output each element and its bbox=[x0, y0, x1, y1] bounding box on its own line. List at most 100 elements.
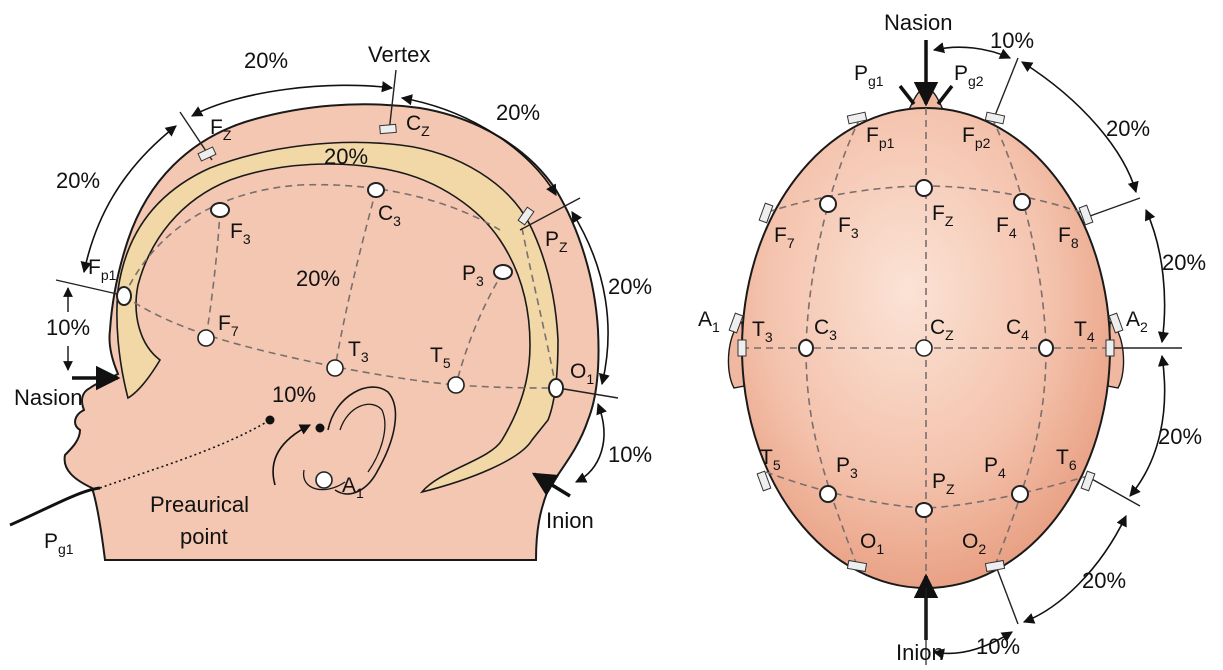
side-inion-arrow bbox=[531, 472, 571, 498]
top-pad-o2 bbox=[984, 559, 1006, 573]
side-head-silhouette bbox=[63, 103, 600, 561]
top-electrode-f3 bbox=[819, 195, 837, 213]
top-pct-right-low: 20% bbox=[1158, 424, 1202, 449]
side-pad-fz bbox=[197, 146, 217, 162]
side-guide-f bbox=[205, 209, 221, 339]
side-tick-fp1 bbox=[55, 279, 127, 297]
side-arc-top-front bbox=[191, 81, 394, 117]
top-electrode-cz bbox=[915, 339, 933, 357]
side-lbl-p3: P3 bbox=[462, 262, 484, 289]
side-preaurical-dot bbox=[315, 423, 325, 433]
top-arc-right-mid bbox=[1145, 208, 1169, 344]
top-lbl-t4: T4 bbox=[1074, 318, 1095, 345]
side-electrode-p3 bbox=[493, 264, 513, 280]
top-pad-f7 bbox=[758, 202, 774, 224]
side-electrode-c3 bbox=[367, 182, 385, 198]
side-ear-lobe bbox=[303, 469, 346, 491]
side-arc-back bbox=[571, 211, 610, 386]
side-electrode-a1 bbox=[315, 471, 333, 489]
side-pct-front-left: 20% bbox=[56, 168, 100, 193]
side-label-preaurical: Preaurical bbox=[150, 492, 249, 517]
top-pct-bottom-20: 20% bbox=[1082, 568, 1126, 593]
side-preaurical-arrow bbox=[272, 424, 312, 486]
side-pct-ear-10: 10% bbox=[272, 382, 316, 407]
side-label-point: point bbox=[180, 524, 228, 549]
top-pad-fp2 bbox=[984, 111, 1006, 125]
top-electrode-pz bbox=[915, 502, 933, 518]
side-electrode-f3 bbox=[210, 202, 230, 218]
side-pct-nasion-10: 10% bbox=[46, 315, 90, 340]
side-pct-back-right: 20% bbox=[608, 274, 652, 299]
top-lbl-t5: T5 bbox=[760, 446, 781, 473]
top-lbl-c4: C4 bbox=[1006, 316, 1029, 343]
side-guide-back bbox=[521, 227, 557, 389]
top-lbl-pg2: Pg2 bbox=[954, 62, 984, 89]
side-electrode-o1 bbox=[548, 378, 564, 398]
top-lbl-f8: F8 bbox=[1058, 224, 1079, 251]
side-label-nasion: Nasion bbox=[14, 385, 82, 410]
top-pg2-marker bbox=[936, 84, 954, 106]
side-lbl-a1: A1 bbox=[342, 474, 364, 501]
side-guide-p bbox=[455, 271, 504, 386]
side-pct-top-back: 20% bbox=[496, 100, 540, 125]
top-pad-f8 bbox=[1078, 204, 1094, 226]
side-electrode-t5 bbox=[447, 376, 465, 394]
top-lbl-fz: FZ bbox=[932, 202, 954, 229]
top-arc-10 bbox=[932, 42, 1012, 59]
side-guide-sagittal bbox=[123, 183, 501, 297]
side-guide-lower-arc bbox=[123, 295, 557, 389]
top-lbl-p3: P3 bbox=[836, 454, 858, 481]
top-pad-fp1 bbox=[846, 111, 868, 125]
side-guide-c bbox=[334, 189, 377, 369]
top-lbl-o2: O2 bbox=[962, 530, 986, 557]
side-electrode-t3 bbox=[326, 359, 344, 377]
top-lbl-p4: P4 bbox=[984, 454, 1006, 481]
top-pct-top-10: 10% bbox=[990, 28, 1034, 53]
side-pad-cz bbox=[379, 123, 397, 135]
top-electrode-p3 bbox=[819, 485, 837, 503]
side-ear bbox=[327, 386, 397, 495]
top-lbl-f7: F7 bbox=[774, 224, 795, 251]
top-lbl-c3: C3 bbox=[814, 316, 837, 343]
top-view: Nasion Inion 10% 20% 20% 20% 20% 10% Pg1… bbox=[698, 10, 1206, 665]
side-arc-front bbox=[80, 125, 177, 274]
top-pad-a2 bbox=[1108, 312, 1124, 334]
top-electrode-p4 bbox=[1011, 485, 1029, 503]
side-label-pg1: Pg1 bbox=[44, 530, 74, 557]
top-electrode-c3 bbox=[798, 339, 814, 357]
top-pct-right-upper: 20% bbox=[1106, 116, 1150, 141]
top-lbl-a1: A1 bbox=[698, 308, 720, 335]
side-pct-band-top: 20% bbox=[324, 144, 368, 169]
top-lbl-f3: F3 bbox=[838, 214, 859, 241]
side-lbl-t5: T5 bbox=[430, 344, 451, 371]
top-pct-right-mid: 20% bbox=[1162, 250, 1206, 275]
top-lbl-o1: O1 bbox=[860, 530, 884, 557]
top-lbl-t6: T6 bbox=[1056, 446, 1077, 473]
side-lbl-f3: F3 bbox=[230, 220, 251, 247]
top-pad-t6 bbox=[1080, 470, 1096, 492]
top-arc-bottom-10 bbox=[932, 631, 1013, 660]
side-tick-o1 bbox=[557, 387, 619, 399]
side-label-inion: Inion bbox=[546, 508, 594, 533]
top-lbl-f4: F4 bbox=[996, 214, 1017, 241]
top-pad-t4 bbox=[1105, 339, 1115, 357]
top-lbl-fp2: Fp2 bbox=[962, 124, 991, 151]
side-tick-cz bbox=[388, 69, 397, 133]
side-lbl-t3: T3 bbox=[348, 338, 369, 365]
side-pad-pz bbox=[517, 206, 535, 226]
top-lbl-pz: PZ bbox=[932, 470, 955, 497]
side-lbl-o1: O1 bbox=[570, 360, 594, 387]
top-guide-parietal-arc bbox=[765, 471, 1089, 509]
top-label-inion: Inion bbox=[896, 640, 944, 665]
side-lbl-fz: FZ bbox=[210, 116, 232, 143]
top-lbl-pg1: Pg1 bbox=[854, 62, 884, 89]
side-view: Vertex Nasion Inion Preaurical point Pg1… bbox=[9, 42, 652, 561]
top-lbl-cz: CZ bbox=[930, 316, 954, 343]
side-pct-mid: 20% bbox=[296, 266, 340, 291]
top-arc-right-low bbox=[1129, 354, 1170, 497]
top-label-nasion: Nasion bbox=[884, 10, 952, 35]
side-pg1-dot bbox=[265, 415, 275, 425]
side-arc-inion bbox=[574, 402, 607, 483]
side-ear-inner bbox=[339, 403, 386, 473]
